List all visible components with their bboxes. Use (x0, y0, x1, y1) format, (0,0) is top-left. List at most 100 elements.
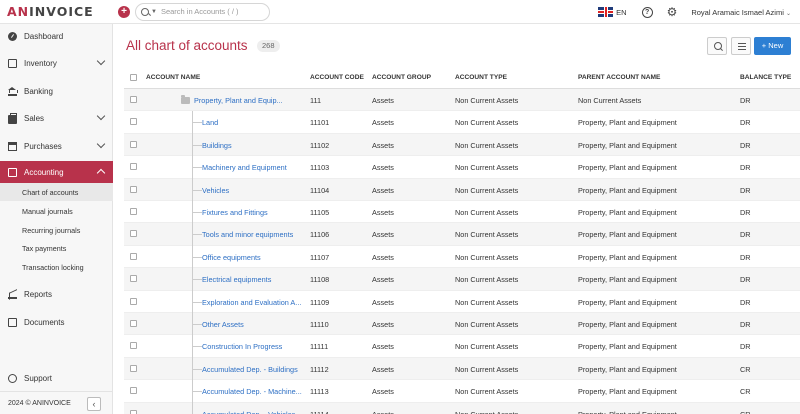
sidebar-item-dashboard[interactable]: Dashboard (0, 25, 113, 47)
parent-account-name: Property, Plant and Equipment (578, 275, 677, 285)
row-checkbox[interactable] (130, 185, 137, 193)
column-parent-account[interactable]: PARENT ACCOUNT NAME (578, 74, 661, 81)
help-icon[interactable]: ? (641, 6, 653, 18)
app-logo[interactable]: ANINVOICE (7, 4, 94, 19)
table-row[interactable]: Accumulated Dep. - Machine... 11113 Assets… (124, 380, 800, 403)
table-row[interactable]: Accumulated Dep. - Vehicles11114 Assets No… (124, 402, 800, 414)
sidebar-item-reports[interactable]: Reports (0, 283, 113, 305)
row-checkbox[interactable] (130, 342, 137, 350)
table-row[interactable]: Vehicles 11104 Assets Non Current Assets Pro… (124, 178, 800, 201)
sidebar-item-documents[interactable]: Documents (0, 311, 113, 333)
account-name-link[interactable]: Accumulated Dep. - Vehicles (202, 410, 308, 414)
row-checkbox[interactable] (130, 320, 137, 327)
sidebar-item-inventory[interactable]: Inventory (0, 52, 113, 74)
account-name-link[interactable]: Buildings (202, 140, 232, 150)
subitem-recurring-journals[interactable]: Recurring journals (22, 225, 81, 235)
support-icon (8, 373, 17, 383)
row-checkbox[interactable] (130, 409, 137, 414)
subitem-tax-payments[interactable]: Tax payments (22, 243, 67, 253)
menu-button[interactable] (731, 37, 751, 55)
row-checkbox[interactable] (130, 252, 137, 260)
column-balance-type[interactable]: BALANCE TYPE (740, 74, 792, 81)
subitem-chart-of-accounts[interactable]: Chart of accounts (0, 183, 113, 201)
parent-account-name: Property, Plant and Equipment (578, 185, 677, 195)
row-checkbox[interactable] (130, 163, 137, 171)
column-account-name[interactable]: ACCOUNT NAME (146, 74, 201, 81)
collapse-sidebar-button[interactable]: ‹ (87, 397, 101, 411)
table-row[interactable]: Exploration and Evaluation A... 11109 Asse… (124, 290, 800, 313)
parent-account-name: Property, Plant and Equipment (578, 230, 677, 240)
account-name-link[interactable]: Land (202, 118, 219, 128)
sidebar-item-banking[interactable]: Banking (0, 80, 113, 102)
sidebar-item-support[interactable]: Support (0, 367, 113, 389)
table-row[interactable]: Land 11101 Assets Non Current Assets Propert… (124, 111, 800, 134)
column-account-code[interactable]: ACCOUNT CODE (310, 74, 364, 81)
account-type: Non Current Assets (455, 230, 519, 240)
new-button[interactable]: + New (754, 37, 791, 55)
account-name-link[interactable]: Other Assets (202, 320, 244, 329)
account-group: Assets (372, 342, 394, 352)
balance-type: DR (740, 185, 751, 195)
sidebar-item-accounting[interactable]: Accounting (0, 161, 113, 183)
account-name-link[interactable]: Accumulated Dep. - Machine... (202, 387, 302, 397)
quick-create-button[interactable]: + (118, 5, 130, 18)
subitem-manual-journals[interactable]: Manual journals (22, 206, 73, 216)
account-name-link[interactable]: Office equipments (202, 252, 261, 262)
table-row[interactable]: Property, Plant and Equip... 111 Assets Non… (124, 89, 800, 112)
search-input[interactable]: ▼ Search in Accounts ( / ) (135, 2, 270, 21)
uk-flag-icon[interactable] (598, 7, 614, 17)
subitem-transaction-locking[interactable]: Transaction locking (22, 262, 84, 272)
account-type: Non Current Assets (455, 297, 519, 307)
table-row[interactable]: Other Assets 11110 Assets Non Current Asset… (124, 313, 800, 336)
table-row[interactable]: Fixtures and Fittings 11105 Assets Non Curr… (124, 201, 800, 224)
account-name-link[interactable]: Accumulated Dep. - Buildings (202, 364, 298, 374)
row-checkbox[interactable] (130, 96, 137, 103)
account-name-link[interactable]: Machinery and Equipment (202, 163, 287, 173)
account-name-link[interactable]: Electrical equipments (202, 275, 272, 285)
row-checkbox[interactable] (130, 275, 137, 283)
row-checkbox[interactable] (130, 230, 137, 238)
parent-account-name: Non Current Assets (578, 96, 642, 105)
row-checkbox[interactable] (130, 364, 137, 372)
account-name-link[interactable]: Vehicles (202, 185, 230, 195)
account-name-link[interactable]: Property, Plant and Equip... (194, 96, 283, 105)
search-button[interactable] (707, 37, 727, 55)
account-name-link[interactable]: Tools and minor equipments (202, 230, 294, 240)
row-checkbox[interactable] (130, 297, 137, 305)
row-checkbox[interactable] (130, 118, 137, 126)
account-name-link[interactable]: Exploration and Evaluation A... (202, 297, 302, 307)
table-row[interactable]: Machinery and Equipment 11103 Assets Non Cu… (124, 156, 800, 179)
column-account-group[interactable]: ACCOUNT GROUP (372, 74, 431, 81)
select-all-checkbox[interactable] (130, 74, 137, 81)
parent-account-name: Property, Plant and Equipment (578, 320, 677, 329)
account-type: Non Current Assets (455, 387, 519, 397)
gear-icon[interactable]: ⚙ (666, 5, 678, 19)
parent-account-name: Property, Plant and Equipment (578, 297, 677, 307)
search-icon (141, 7, 149, 16)
account-group: Assets (372, 320, 394, 329)
parent-account-name: Property, Plant and Equipment (578, 387, 677, 397)
account-type: Non Current Assets (455, 208, 519, 217)
account-code: 11111 (310, 342, 329, 352)
row-checkbox[interactable] (130, 140, 137, 148)
user-menu[interactable]: Royal Aramaic Ismael Azimi ⌄ (691, 7, 791, 17)
sidebar-item-purchases[interactable]: Purchases (0, 135, 113, 157)
account-code: 11104 (310, 185, 330, 195)
table-row[interactable]: Accumulated Dep. - Buildings 11112 Assets N… (124, 357, 800, 381)
column-account-type[interactable]: ACCOUNT TYPE (455, 74, 508, 81)
account-name-link[interactable]: Fixtures and Fittings (202, 208, 268, 217)
table-row[interactable]: Office equipments 11107 Assets Non Current … (124, 245, 800, 269)
table-row[interactable]: Electrical equipments 11108 Assets Non Curr… (124, 268, 800, 291)
account-group: Assets (372, 252, 394, 262)
tree-branch (192, 346, 202, 348)
row-checkbox[interactable] (130, 208, 137, 215)
balance-type: DR (740, 252, 751, 262)
sidebar-item-sales[interactable]: Sales (0, 107, 113, 129)
table-row[interactable]: Construction In Progress 11111 Assets Non C… (124, 335, 800, 358)
account-name-link[interactable]: Construction In Progress (202, 342, 283, 352)
table-row[interactable]: Tools and minor equipments 11106 Assets Non… (124, 223, 800, 246)
row-checkbox[interactable] (130, 387, 137, 395)
chevron-down-icon[interactable]: ▼ (151, 8, 157, 15)
language-selector[interactable]: EN (616, 7, 627, 17)
table-row[interactable]: Buildings 11102 Assets Non Current Assets Pr… (124, 133, 800, 157)
